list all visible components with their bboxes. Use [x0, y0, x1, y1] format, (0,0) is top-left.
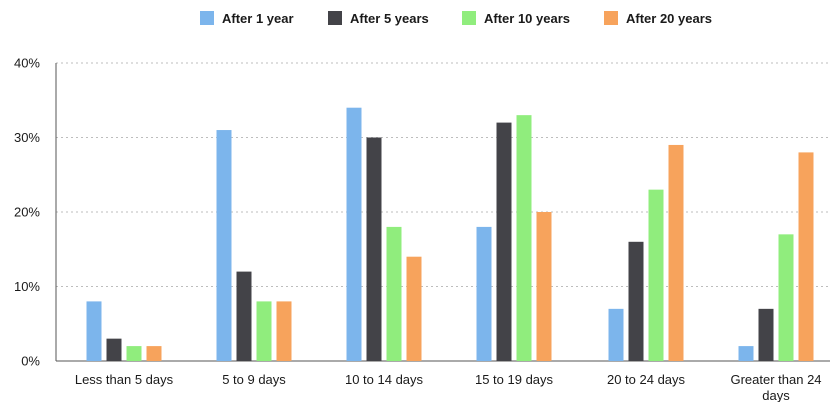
bar-4-3[interactable]: [406, 256, 422, 361]
bar-3-2[interactable]: [256, 301, 272, 361]
bar-1-2[interactable]: [216, 130, 232, 361]
bar-3-4[interactable]: [516, 115, 532, 362]
legend-label-1[interactable]: After 1 year: [222, 11, 294, 26]
x-category-label: 15 to 19 days: [475, 372, 554, 387]
bar-2-5[interactable]: [628, 241, 644, 361]
bar-3-1[interactable]: [126, 346, 142, 361]
legend-swatch-3[interactable]: [462, 11, 476, 25]
x-category-label: Less than 5 days: [75, 372, 174, 387]
legend-swatch-2[interactable]: [328, 11, 342, 25]
bar-3-5[interactable]: [648, 189, 664, 361]
bar-4-1[interactable]: [146, 346, 162, 361]
bar-3-3[interactable]: [386, 226, 402, 361]
bar-1-3[interactable]: [346, 107, 362, 361]
bars: [86, 107, 814, 362]
y-tick-label: 20%: [14, 205, 40, 220]
x-category-label: Greater than 24 days: [730, 372, 821, 402]
legend-swatch-4[interactable]: [604, 11, 618, 25]
bar-4-2[interactable]: [276, 301, 292, 361]
axes: 0% 10% 20% 30% 40%: [14, 56, 830, 369]
y-tick-label: 30%: [14, 130, 40, 145]
bar-1-1[interactable]: [86, 301, 102, 361]
bar-3-6[interactable]: [778, 234, 794, 361]
bar-1-5[interactable]: [608, 308, 624, 361]
x-category-label: 20 to 24 days: [607, 372, 686, 387]
bar-1-4[interactable]: [476, 226, 492, 361]
bar-1-6[interactable]: [738, 346, 754, 361]
legend-label-4[interactable]: After 20 years: [626, 11, 712, 26]
bar-2-3[interactable]: [366, 137, 382, 362]
legend: After 1 year After 5 years After 10 years A…: [200, 11, 712, 26]
legend-label-2[interactable]: After 5 years: [350, 11, 429, 26]
legend-swatch-1[interactable]: [200, 11, 214, 25]
x-category-label: 5 to 9 days: [222, 372, 286, 387]
y-tick-label: 10%: [14, 279, 40, 294]
bar-2-2[interactable]: [236, 271, 252, 361]
category-labels: Less than 5 days 5 to 9 days 10 to 14 days…: [75, 372, 822, 403]
gridlines: [56, 62, 830, 287]
bar-4-4[interactable]: [536, 212, 552, 361]
bar-2-4[interactable]: [496, 122, 512, 361]
bar-4-5[interactable]: [668, 144, 684, 361]
y-tick-label: 40%: [14, 56, 40, 71]
bar-2-1[interactable]: [106, 338, 122, 361]
bar-4-6[interactable]: [798, 152, 814, 361]
y-tick-label: 0%: [21, 354, 40, 369]
legend-label-3[interactable]: After 10 years: [484, 11, 570, 26]
x-category-label: 10 to 14 days: [345, 372, 424, 387]
bar-2-6[interactable]: [758, 308, 774, 361]
